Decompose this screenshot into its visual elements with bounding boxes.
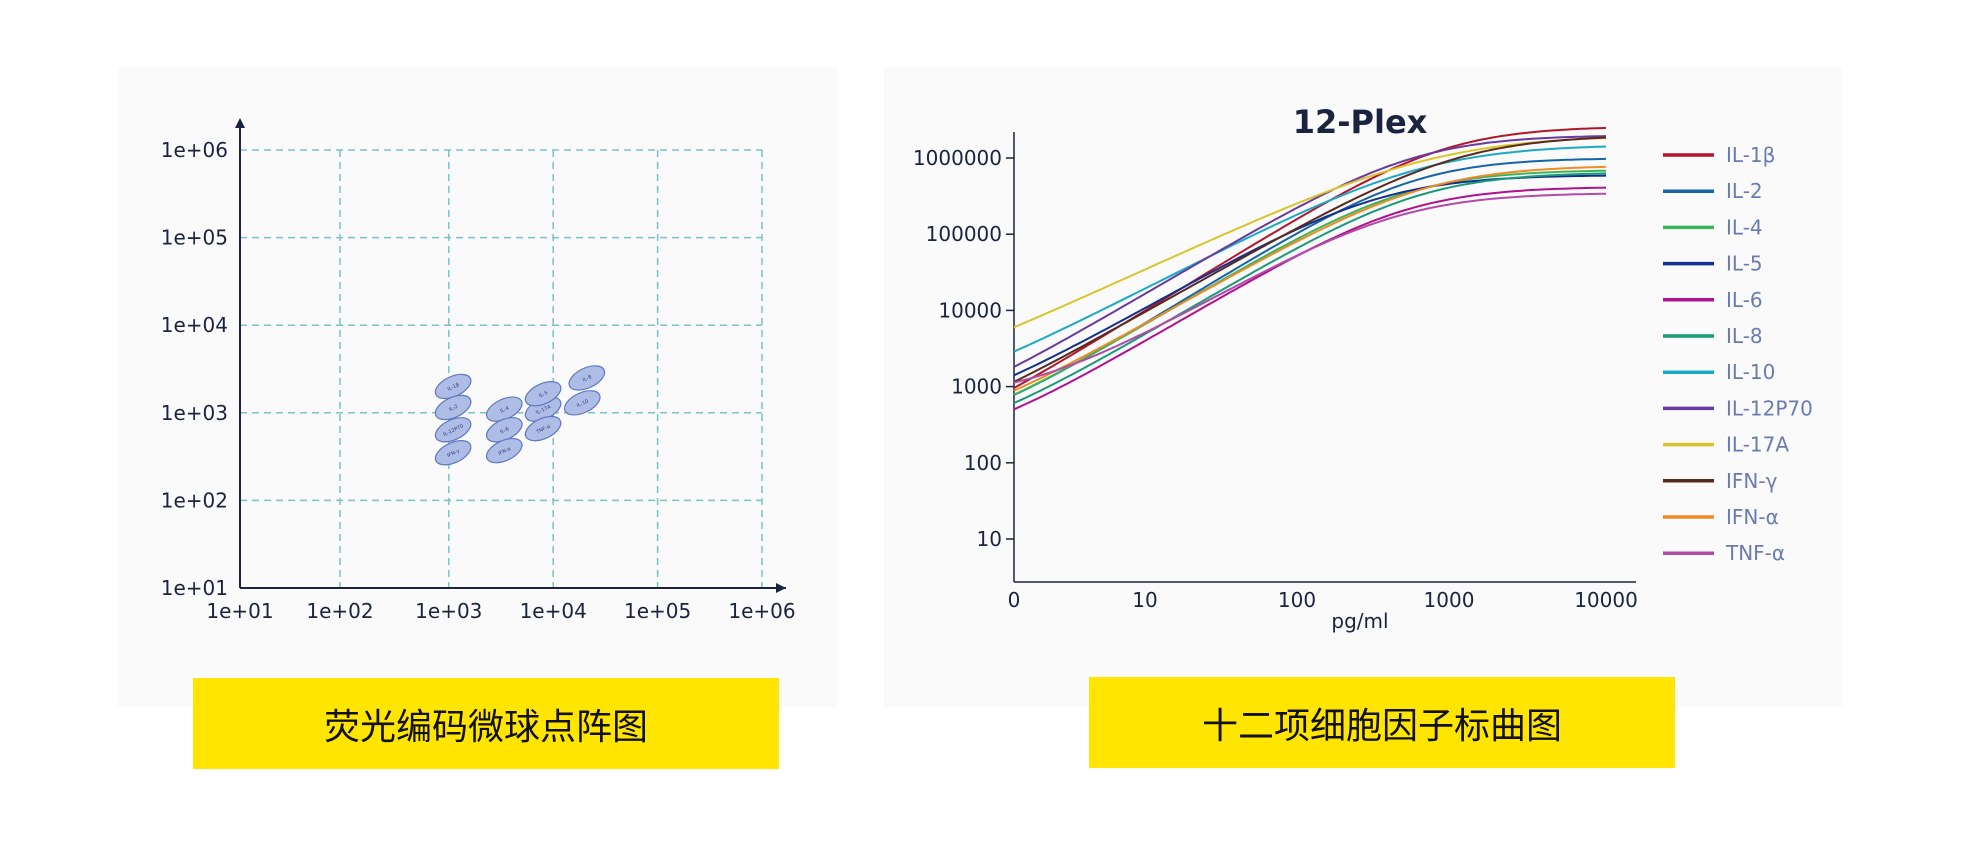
dot-matrix-panel [118,67,838,707]
bead-label: IL-6 [499,426,510,435]
x-tick-label: 1e+01 [206,599,273,623]
series-line [1013,165,1607,392]
bead-point: IL-12P70 [434,417,472,443]
caption-standard-curve-text: 十二项细胞因子标曲图 [1201,705,1562,747]
legend-label: IL-6 [1726,288,1763,312]
y-tick-label: 1e+06 [161,138,228,162]
bead-point: IL-2 [434,394,472,421]
series-line [1013,192,1607,384]
caption-dot-matrix: 荧光编码微球点阵图 [193,678,779,769]
legend-label: TNF-α [1725,541,1785,565]
y-tick-label: 1e+02 [161,488,228,512]
bead-ellipse [434,394,472,421]
x-tick-label: 0 [1008,588,1021,612]
series-line [1013,157,1607,396]
legend-label: IL-10 [1726,360,1775,384]
y-tick-label: 1000 [951,375,1002,399]
legend-label: IFN-α [1726,505,1779,529]
bead-label: IL-2 [448,404,459,413]
series-line [1013,136,1607,383]
bead-point: IL-8 [568,365,606,391]
bead-ellipse [434,417,472,443]
y-axis-arrow-icon [235,118,245,128]
legend-label: IL-1β [1726,143,1775,167]
y-tick-label: 1e+03 [161,401,228,425]
bead-ellipse [524,381,562,407]
y-tick-label: 1e+01 [161,576,228,600]
caption-standard-curve: 十二项细胞因子标曲图 [1089,677,1675,768]
legend-label: IL-17A [1726,433,1789,457]
bead-label: IL-4 [499,405,510,414]
y-tick-label: 100000 [926,222,1002,246]
bead-label: IL-8 [582,374,593,383]
y-tick-label: 1e+04 [161,313,228,337]
x-axis-arrow-icon [776,583,786,593]
bead-ellipse [563,390,601,416]
y-tick-label: 10 [977,527,1002,551]
series-line [1013,172,1607,405]
bead-label: IL-5 [538,390,549,399]
bead-ellipse [524,415,562,442]
bead-label: IL-10 [576,398,590,409]
bead-ellipse [485,437,523,464]
bead-ellipse [568,365,606,391]
x-tick-label: 1e+04 [520,599,587,623]
legend-label: IL-4 [1726,215,1763,239]
x-tick-label: 1e+03 [415,599,482,623]
series-line [1013,137,1607,329]
legend-label: IL-2 [1726,179,1763,203]
y-tick-label: 100 [964,451,1002,475]
y-tick-label: 1e+05 [161,226,228,250]
y-tick-label: 10000 [938,298,1002,322]
x-tick-label: 100 [1278,588,1316,612]
x-tick-label: 1e+06 [728,599,795,623]
bead-point: IL-5 [524,381,562,407]
bead-point: IL-1β [434,373,472,400]
bead-ellipse [434,440,472,466]
legend-label: IL-5 [1726,252,1763,276]
bead-point: IL-10 [563,390,601,416]
standard-curve-panel [884,67,1842,707]
caption-dot-matrix-text: 荧光编码微球点阵图 [323,706,648,748]
x-tick-label: 10000 [1574,588,1638,612]
bead-label: IFN-γ [446,448,460,459]
bead-label: IL-1β [447,382,461,393]
series-line [1013,169,1607,396]
bead-label: IFN-α [497,446,512,457]
series-line [1013,135,1607,368]
x-tick-label: 1e+02 [306,599,373,623]
x-tick-label: 1000 [1424,588,1475,612]
bead-point: IFN-α [485,437,523,464]
bead-point: IFN-γ [434,440,472,466]
x-tick-label: 10 [1132,588,1157,612]
legend-label: IL-12P70 [1726,396,1813,420]
series-line [1013,145,1607,353]
x-axis-label: pg/ml [1331,609,1388,633]
chart-title: 12-Plex [1293,103,1428,141]
legend-label: IL-8 [1726,324,1763,348]
legend-label: IFN-γ [1726,469,1778,493]
bead-point: TNF-α [524,415,562,442]
y-tick-label: 1000000 [913,146,1002,170]
x-tick-label: 1e+05 [624,599,691,623]
